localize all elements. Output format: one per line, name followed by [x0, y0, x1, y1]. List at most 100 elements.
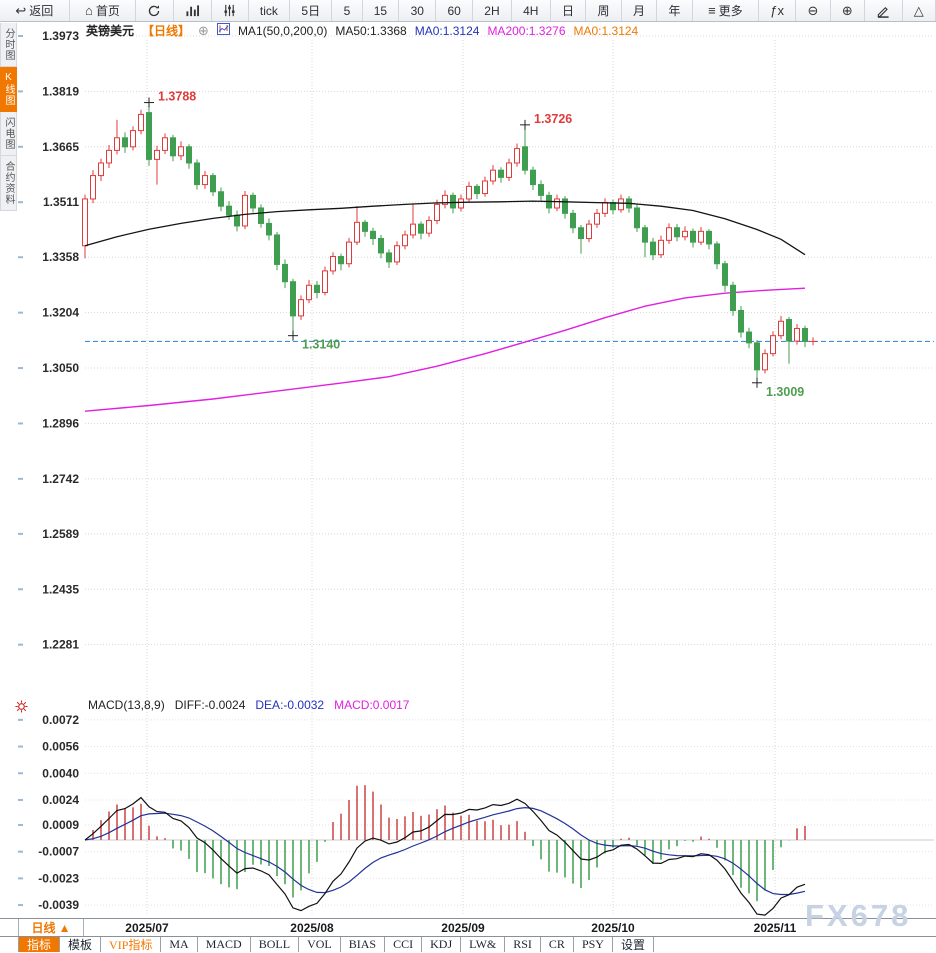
- tab-kdj[interactable]: KDJ: [422, 937, 462, 952]
- tf-30m-button-label: 30: [410, 3, 424, 18]
- indicator-settings-icon[interactable]: [15, 700, 28, 718]
- svg-text:0.0024: 0.0024: [42, 793, 79, 807]
- chart-style-button[interactable]: [173, 0, 213, 21]
- svg-text:-0.0039: -0.0039: [38, 898, 79, 912]
- fx678-watermark: FX678: [805, 898, 912, 933]
- tf-30m-button[interactable]: 30: [399, 0, 437, 21]
- tf-year-button[interactable]: 年: [657, 0, 693, 21]
- kline-icon[interactable]: [216, 23, 230, 38]
- refresh-button[interactable]: [136, 0, 174, 21]
- tf-month-button[interactable]: 月: [621, 0, 658, 21]
- tab-macd[interactable]: MACD: [198, 937, 251, 952]
- svg-text:1.2896: 1.2896: [42, 416, 79, 430]
- chart-type-sidebar: 分时图 K线图 闪电图 合约资料: [0, 23, 17, 211]
- svg-text:1.3140: 1.3140: [302, 338, 340, 352]
- svg-text:0.0056: 0.0056: [42, 740, 79, 754]
- shapes-button[interactable]: △: [902, 0, 936, 21]
- home-icon: ⌂: [85, 3, 93, 18]
- symbol-name: 英镑美元: [86, 24, 135, 38]
- indicator-tabs: 指标 模板 VIP指标 MA MACD BOLL VOL BIAS CCI KDJ LW& RSI CR…: [0, 936, 936, 952]
- zoom-in-button[interactable]: ⊕: [830, 0, 866, 21]
- svg-text:-0.0023: -0.0023: [38, 871, 79, 885]
- tab-rsi[interactable]: RSI: [505, 937, 541, 952]
- fx-icon: ƒx: [770, 3, 784, 18]
- tf-tick-button-label: tick: [259, 3, 278, 18]
- draw-icon: [876, 4, 890, 18]
- tf-week-button[interactable]: 周: [586, 0, 622, 21]
- macd-diff-value: DIFF:-0.0024: [174, 698, 246, 712]
- tf-60m-button-label: 60: [447, 3, 461, 18]
- tf-4h-button-label: 4H: [523, 3, 539, 18]
- tab-ma[interactable]: MA: [161, 937, 198, 952]
- svg-text:1.2281: 1.2281: [42, 638, 79, 652]
- svg-text:1.3050: 1.3050: [42, 361, 79, 375]
- tab-cr[interactable]: CR: [541, 937, 574, 952]
- tab-settings[interactable]: 设置: [613, 937, 654, 952]
- svg-text:1.3665: 1.3665: [42, 140, 79, 154]
- tab-indicator[interactable]: 指标: [18, 937, 61, 952]
- more-button[interactable]: ≡ 更多: [692, 0, 760, 21]
- menu-icon: ≡: [708, 3, 716, 18]
- tab-bias[interactable]: BIAS: [341, 937, 386, 952]
- ma0-blue-value: MA0:1.3124: [414, 23, 480, 38]
- macd-title: MACD(13,8,9): [88, 698, 165, 712]
- tf-5m-button[interactable]: 5: [332, 0, 363, 21]
- indicator-params-button[interactable]: [212, 0, 249, 21]
- sidebar-item-timeshare[interactable]: 分时图: [0, 23, 17, 67]
- tf-5d-button[interactable]: 5日: [290, 0, 333, 21]
- svg-text:1.3009: 1.3009: [766, 385, 804, 399]
- svg-text:1.3788: 1.3788: [158, 90, 196, 104]
- svg-text:1.2435: 1.2435: [42, 582, 79, 596]
- circle-plus-icon[interactable]: ⊕: [198, 22, 209, 38]
- x-axis-label: 2025/08: [290, 921, 334, 935]
- ma50-value: MA50:1.3368: [335, 23, 407, 38]
- home-button[interactable]: ⌂ 首页: [69, 0, 137, 21]
- tab-cci[interactable]: CCI: [385, 937, 423, 952]
- tab-lwr[interactable]: LW&: [461, 937, 506, 952]
- tf-day-button[interactable]: 日: [550, 0, 587, 21]
- tab-vol[interactable]: VOL: [299, 937, 341, 952]
- tf-15m-button-label: 15: [373, 3, 388, 18]
- tf-week-button-label: 周: [597, 4, 610, 18]
- draw-button[interactable]: [865, 0, 903, 21]
- ma200-value: MA200:1.3276: [487, 23, 566, 38]
- x-axis-label: 2025/07: [125, 921, 169, 935]
- svg-text:0.0040: 0.0040: [42, 766, 79, 780]
- svg-text:1.2742: 1.2742: [42, 472, 79, 486]
- bar-chart-icon: [185, 4, 200, 17]
- zoom-out-icon: ⊖: [807, 3, 819, 18]
- svg-text:1.3511: 1.3511: [43, 195, 79, 209]
- chart-header: 英镑美元 【日线】 ⊕ MA1(50,0,200,0) MA50:1.3368 …: [86, 22, 639, 39]
- x-axis-label: 2025/11: [753, 921, 797, 935]
- sidebar-item-contract[interactable]: 合约资料: [0, 156, 17, 211]
- sidebar-item-lightning[interactable]: 闪电图: [0, 112, 17, 156]
- tf-4h-button[interactable]: 4H: [511, 0, 551, 21]
- tf-2h-button[interactable]: 2H: [473, 0, 512, 21]
- period-selector[interactable]: 日线 ▲: [18, 919, 84, 936]
- toolbar: ↩ 返回 ⌂ 首页 tick 5日 5 15 30 60 2H 4H 日周月年 ≡ 更多 ƒx ⊖ ⊕ △: [0, 0, 936, 22]
- svg-text:-0.0007: -0.0007: [38, 845, 79, 859]
- x-axis-label: 2025/10: [591, 921, 635, 935]
- back-button[interactable]: ↩ 返回: [0, 0, 70, 21]
- tf-month-button-label: 月: [632, 4, 645, 18]
- period-selector-label: 日线: [31, 921, 56, 935]
- tab-boll[interactable]: BOLL: [251, 937, 300, 952]
- tf-year-button-label: 年: [668, 4, 681, 18]
- tab-template[interactable]: 模板: [60, 937, 102, 952]
- home-button-label: 首页: [95, 4, 120, 18]
- tab-psy[interactable]: PSY: [574, 937, 613, 952]
- tf-tick-button[interactable]: tick: [248, 0, 291, 21]
- tf-60m-button[interactable]: 60: [436, 0, 474, 21]
- back-button-label: 返回: [29, 4, 54, 18]
- sidebar-item-kline[interactable]: K线图: [0, 67, 17, 112]
- zoom-out-button[interactable]: ⊖: [796, 0, 831, 21]
- tab-vip[interactable]: VIP指标: [101, 937, 162, 952]
- back-icon: ↩: [15, 3, 27, 18]
- fx-button[interactable]: ƒx: [759, 0, 797, 21]
- date-axis-row: 日线 ▲ 2025/07 2025/08 2025/09 2025/10 2025/11: [0, 918, 936, 936]
- tf-15m-button[interactable]: 15: [362, 0, 400, 21]
- x-axis-label: 2025/09: [441, 921, 485, 935]
- ma0-orange-value: MA0:1.3124: [573, 23, 639, 38]
- tf-5d-button-label: 5日: [301, 4, 321, 18]
